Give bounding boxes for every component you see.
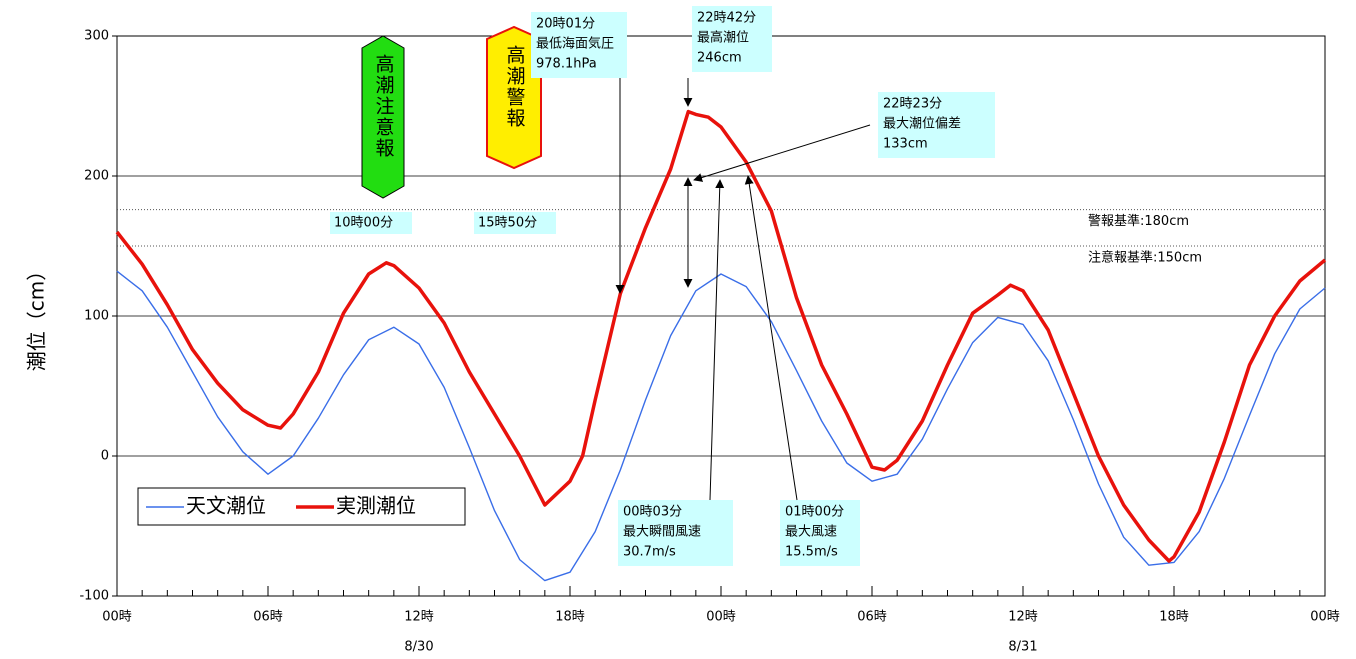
annotation-arrow xyxy=(709,179,725,501)
x-tick-label: 12時 xyxy=(1008,610,1038,625)
annotation-box xyxy=(780,500,860,566)
x-tick-label: 00時 xyxy=(102,610,132,625)
y-tick-label: 300 xyxy=(84,29,109,44)
annotation-box xyxy=(878,92,995,158)
date-label: 8/30 xyxy=(404,640,433,655)
date-label: 8/31 xyxy=(1008,640,1037,655)
annotation-text: 978.1hPa xyxy=(536,57,597,72)
annotation-text: 最低海面気圧 xyxy=(536,36,614,52)
x-tick-label: 06時 xyxy=(857,610,887,625)
notice-time: 10時00分 xyxy=(334,216,393,231)
annotation-text: 20時01分 xyxy=(536,17,595,32)
y-tick-label: -100 xyxy=(79,589,109,604)
threshold-label: 注意報基準:150cm xyxy=(1088,250,1202,266)
x-tick-label: 12時 xyxy=(404,610,434,625)
y-axis-label: 潮位（cm） xyxy=(25,261,49,371)
annotation-text: 最大潮位偏差 xyxy=(883,117,961,132)
x-tick-label: 00時 xyxy=(706,610,736,625)
y-tick-label: 0 xyxy=(101,449,109,464)
x-tick-label: 00時 xyxy=(1310,610,1340,625)
x-tick-label: 18時 xyxy=(1159,610,1189,625)
annotation-box xyxy=(531,12,627,78)
annotation-arrow xyxy=(693,124,871,182)
annotation-text: 246cm xyxy=(697,51,742,66)
notice-time-box xyxy=(474,212,556,234)
annotation-box xyxy=(692,6,772,72)
annotation-text: 最大瞬間風速 xyxy=(623,525,701,540)
y-tick-label: 100 xyxy=(84,309,109,324)
notice-time: 15時50分 xyxy=(478,216,537,231)
x-tick-label: 06時 xyxy=(253,610,283,625)
series-line xyxy=(115,109,1327,563)
annotation-text: 15.5m/s xyxy=(785,545,838,560)
annotation-text: 最大風速 xyxy=(785,525,837,540)
annotation-text: 22時23分 xyxy=(883,97,942,112)
legend-label: 実測潮位 xyxy=(336,494,416,518)
y-tick-label: 200 xyxy=(84,169,109,184)
notice-time-box xyxy=(330,212,412,234)
annotation-text: 22時42分 xyxy=(697,11,756,26)
notice-label: 高潮警報 xyxy=(504,45,526,129)
notice-label: 高潮注意報 xyxy=(373,54,395,159)
annotation-text: 00時03分 xyxy=(623,505,682,520)
notice-badge xyxy=(361,35,405,199)
annotation-text: 01時00分 xyxy=(785,505,844,520)
annotation-arrow xyxy=(744,175,798,501)
annotation-text: 30.7m/s xyxy=(623,545,676,560)
annotation-text: 最高潮位 xyxy=(697,30,749,46)
x-tick-label: 18時 xyxy=(555,610,585,625)
legend-label: 天文潮位 xyxy=(186,494,266,518)
annotation-text: 133cm xyxy=(883,137,928,152)
series-line xyxy=(116,270,1326,582)
threshold-label: 警報基準:180cm xyxy=(1088,213,1189,229)
annotation-box xyxy=(618,500,733,566)
notice-badge xyxy=(486,25,542,170)
